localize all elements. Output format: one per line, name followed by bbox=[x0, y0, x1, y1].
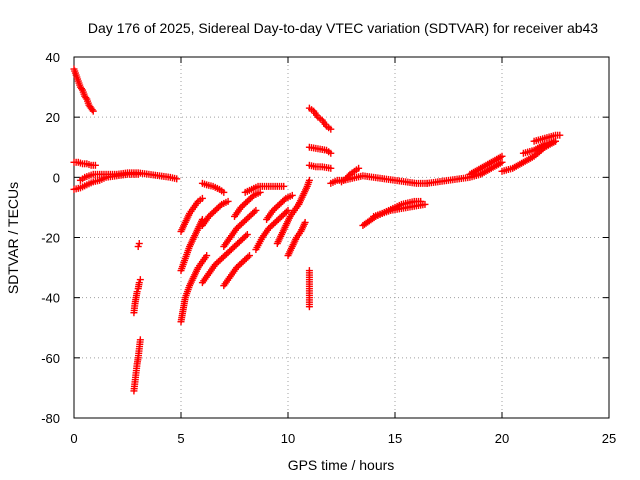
data-point bbox=[135, 240, 143, 248]
data-point bbox=[245, 252, 253, 260]
data-point bbox=[242, 232, 250, 240]
y-tick-label: 20 bbox=[46, 110, 60, 125]
data-point bbox=[203, 252, 211, 260]
data-point bbox=[280, 182, 288, 190]
x-tick-label: 20 bbox=[495, 431, 509, 446]
data-point bbox=[556, 131, 564, 139]
x-tick-label: 5 bbox=[177, 431, 184, 446]
data-point bbox=[327, 164, 335, 172]
data-point bbox=[88, 106, 96, 114]
data-point bbox=[256, 188, 264, 196]
data-point bbox=[250, 208, 258, 216]
chart-title: Day 176 of 2025, Sidereal Day-to-day VTE… bbox=[88, 20, 598, 36]
y-tick-label: -60 bbox=[41, 351, 60, 366]
data-point bbox=[220, 188, 228, 196]
data-point bbox=[301, 218, 309, 226]
x-tick-label: 0 bbox=[70, 431, 77, 446]
data-point bbox=[244, 253, 252, 261]
data-point bbox=[77, 85, 85, 93]
data-point bbox=[327, 125, 335, 133]
data-point bbox=[252, 206, 260, 214]
y-tick-label: -40 bbox=[41, 291, 60, 306]
data-point bbox=[243, 230, 251, 238]
y-tick-label: -80 bbox=[41, 411, 60, 426]
data-point bbox=[216, 202, 224, 210]
data-point bbox=[282, 208, 290, 216]
data-point bbox=[355, 164, 363, 172]
data-point bbox=[91, 161, 99, 169]
y-tick-label: 40 bbox=[46, 50, 60, 65]
grid bbox=[74, 57, 609, 418]
data-point bbox=[284, 206, 292, 214]
data-point bbox=[288, 191, 296, 199]
data-point bbox=[82, 94, 90, 102]
x-axis-label: GPS time / hours bbox=[288, 457, 395, 473]
data-point bbox=[345, 172, 353, 180]
data-points bbox=[70, 65, 564, 395]
y-tick-label: -20 bbox=[41, 231, 60, 246]
y-axis-label: SDTVAR / TECUs bbox=[5, 182, 21, 294]
data-point bbox=[305, 303, 313, 311]
data-point bbox=[498, 158, 506, 166]
data-point bbox=[305, 176, 313, 184]
data-point bbox=[421, 200, 429, 208]
data-point bbox=[248, 193, 256, 201]
data-point bbox=[89, 107, 97, 115]
data-point bbox=[173, 175, 181, 183]
data-point bbox=[498, 152, 506, 160]
data-point bbox=[136, 276, 144, 284]
data-point bbox=[327, 149, 335, 157]
data-point bbox=[136, 336, 144, 344]
x-tick-label: 25 bbox=[602, 431, 616, 446]
y-tick-label: 0 bbox=[53, 170, 60, 185]
data-point bbox=[224, 197, 232, 205]
x-tick-label: 15 bbox=[388, 431, 402, 446]
data-point bbox=[198, 194, 206, 202]
axis-ticks: 0 5 10 15 20 25 -80 -60 -40 -20 0 20 40 bbox=[41, 50, 616, 446]
data-point bbox=[280, 196, 288, 204]
x-tick-label: 10 bbox=[281, 431, 295, 446]
data-point bbox=[552, 137, 559, 145]
